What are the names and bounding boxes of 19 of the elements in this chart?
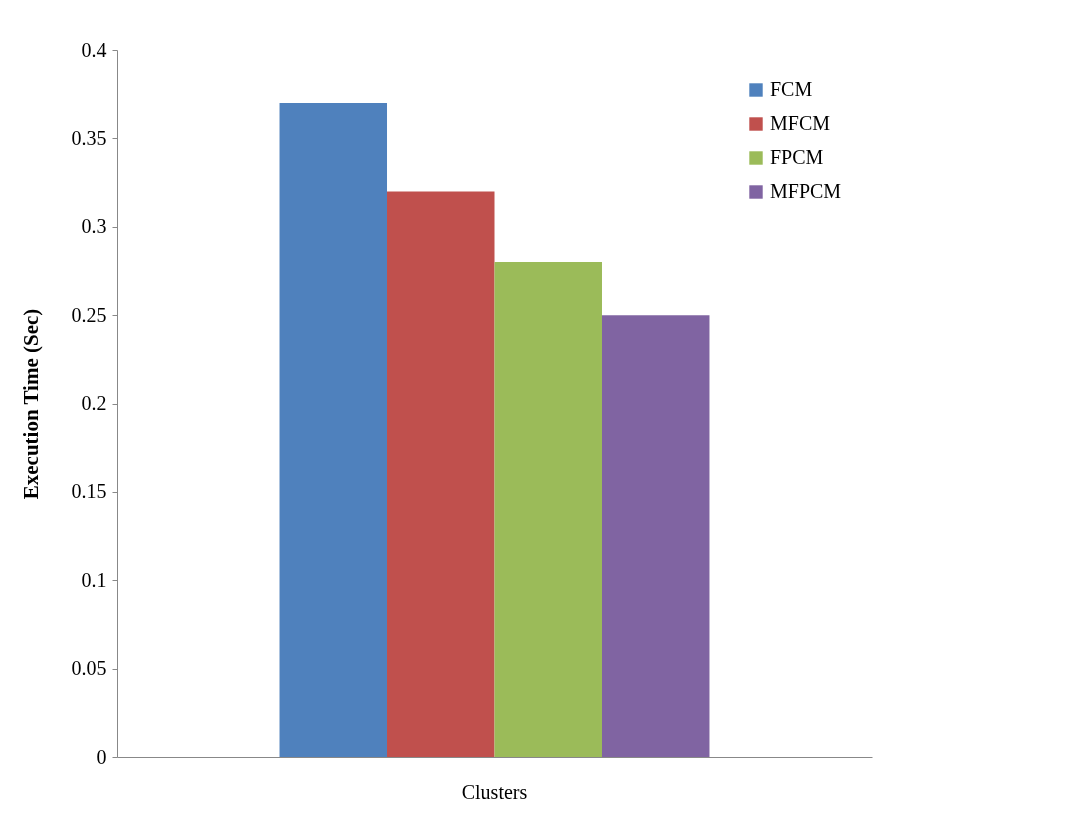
bar	[601, 315, 710, 757]
y-tick-label: 0.4	[81, 38, 107, 61]
y-tick-label: 0.25	[71, 303, 107, 326]
y-tick-label: 0.35	[71, 126, 107, 149]
y-tick-label: 0.3	[81, 215, 107, 238]
x-tick-label: Clusters	[461, 780, 528, 803]
y-tick-label: 0.05	[71, 657, 107, 680]
y-tick-label: 0.2	[81, 392, 107, 414]
y-axis-title: Execution Time (Sec)	[18, 308, 43, 500]
y-tick-label: 0.15	[71, 480, 107, 503]
legend-label: MFPCM	[770, 180, 842, 202]
y-tick-label: 0.1	[81, 568, 107, 591]
y-tick-label: 0	[96, 745, 107, 768]
bar	[279, 103, 388, 757]
legend-label: FCM	[770, 78, 813, 100]
legend-label: MFCM	[770, 112, 831, 134]
legend-label: FPCM	[770, 146, 824, 168]
bar	[494, 262, 602, 757]
bar	[387, 191, 495, 757]
